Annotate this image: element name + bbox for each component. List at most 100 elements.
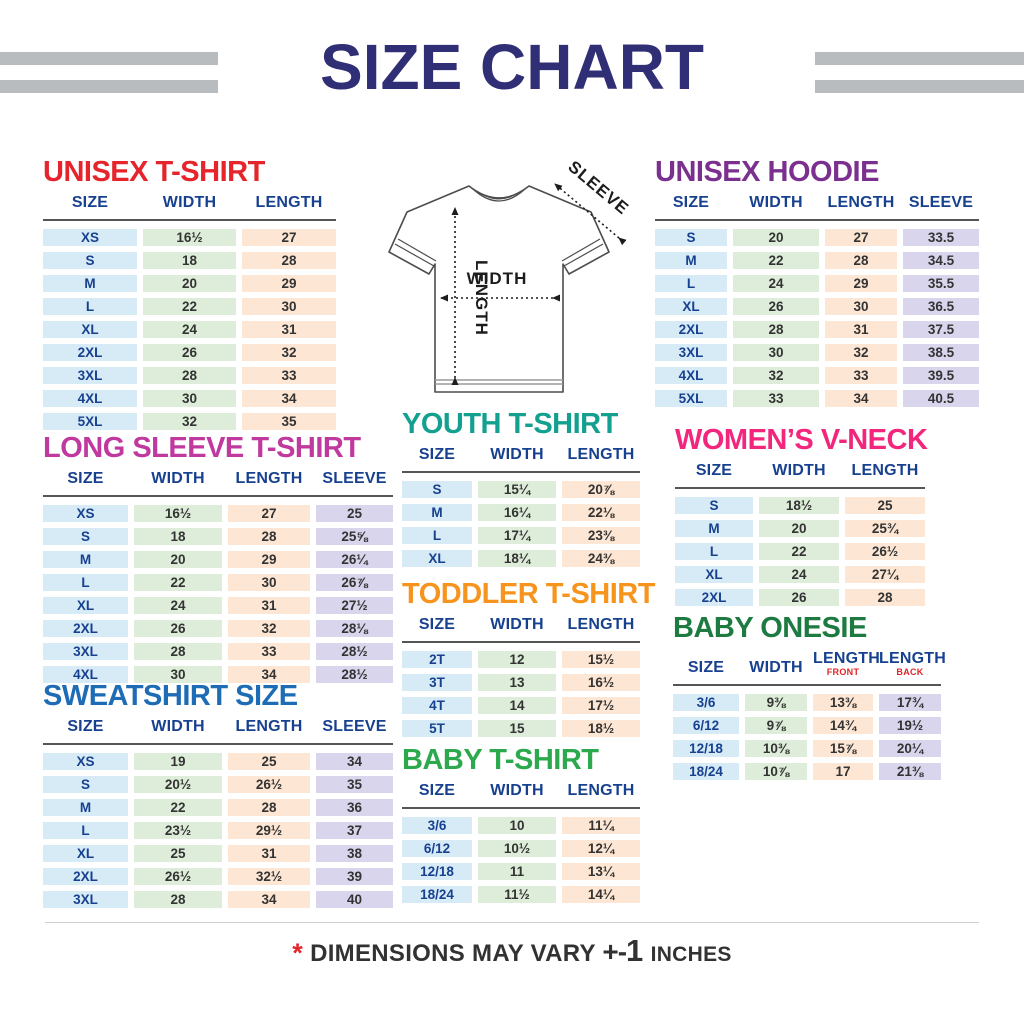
footer-amount: 1 bbox=[626, 933, 644, 968]
baby-tshirt-row-size: 3/6 bbox=[402, 817, 472, 834]
sweatshirt-cell-length: 26½ bbox=[228, 776, 310, 793]
unisex-hoodie-cell-sleeve: 33.5 bbox=[903, 229, 979, 246]
womens-vneck-section: WOMEN’S V-NECK SIZE WIDTH LENGTH S 18½ 25 M 20 25… bbox=[675, 424, 928, 606]
long-sleeve-tshirt-section: LONG SLEEVE T-SHIRT SIZE WIDTH LENGTH SLEEVE… bbox=[43, 432, 393, 683]
unisex-hoodie-cell-width: 22 bbox=[733, 252, 819, 269]
sweatshirt-cell-width: 19 bbox=[134, 753, 222, 770]
sweatshirt-cell-sleeve: 35 bbox=[316, 776, 393, 793]
youth-tshirt-cell-width: 18¼ bbox=[478, 550, 556, 567]
youth-tshirt-row-size: L bbox=[402, 527, 472, 544]
womens-vneck-cell-length: 25¾ bbox=[845, 520, 925, 537]
unisex-hoodie-cell-length: 32 bbox=[825, 344, 897, 361]
footer-unit: INCHES bbox=[650, 943, 732, 966]
toddler-tshirt-title: TODDLER T-SHIRT bbox=[402, 578, 655, 610]
baby-onesie-row-size: 12/18 bbox=[673, 740, 739, 757]
long-sleeve-tshirt-cell-width: 28 bbox=[134, 643, 222, 660]
unisex-hoodie-cell-sleeve: 36.5 bbox=[903, 298, 979, 315]
unisex-tshirt-cell-width: 28 bbox=[143, 367, 236, 384]
long-sleeve-tshirt-cell-length: 31 bbox=[228, 597, 310, 614]
long-sleeve-tshirt-cell-length: 27 bbox=[228, 505, 310, 522]
sweatshirt-row-size: L bbox=[43, 822, 128, 839]
long-sleeve-tshirt-row-size: XL bbox=[43, 597, 128, 614]
unisex-tshirt-row-size: L bbox=[43, 298, 137, 315]
womens-vneck-row-size: L bbox=[675, 543, 753, 560]
sleeve-cuff-left bbox=[394, 238, 437, 267]
sweatshirt-row-size: XS bbox=[43, 753, 128, 770]
sleeve-arrow bbox=[554, 183, 627, 246]
long-sleeve-tshirt-cell-width: 22 bbox=[134, 574, 222, 591]
baby-tshirt-header-length: LENGTH bbox=[567, 782, 635, 799]
tshirt-outline bbox=[388, 185, 610, 393]
unisex-tshirt-cell-width: 30 bbox=[143, 390, 236, 407]
unisex-tshirt-cell-length: 31 bbox=[242, 321, 336, 338]
baby-onesie-cell-length-front: 14¾ bbox=[813, 717, 873, 734]
long-sleeve-tshirt-table: SIZE WIDTH LENGTH SLEEVE XS 16½ 27 25 S 18 28 25⅝ M 2… bbox=[43, 470, 393, 683]
youth-tshirt-cell-width: 16¼ bbox=[478, 504, 556, 521]
collar-rib-line bbox=[476, 190, 522, 200]
baby-tshirt-cell-width: 10½ bbox=[478, 840, 556, 857]
unisex-hoodie-cell-length: 34 bbox=[825, 390, 897, 407]
sweatshirt-cell-sleeve: 36 bbox=[316, 799, 393, 816]
tshirt-diagram: WIDTH LENGTH SLEEVE bbox=[381, 150, 641, 402]
unisex-hoodie-row-size: M bbox=[655, 252, 727, 269]
long-sleeve-tshirt-cell-length: 34 bbox=[228, 666, 310, 683]
long-sleeve-tshirt-header-width: WIDTH bbox=[151, 470, 205, 487]
unisex-hoodie-cell-sleeve: 39.5 bbox=[903, 367, 979, 384]
unisex-tshirt-cell-length: 34 bbox=[242, 390, 336, 407]
baby-tshirt-cell-length: 13¼ bbox=[562, 863, 640, 880]
unisex-hoodie-header-length: LENGTH bbox=[827, 194, 895, 211]
youth-tshirt-cell-width: 17¼ bbox=[478, 527, 556, 544]
unisex-tshirt-cell-length: 28 bbox=[242, 252, 336, 269]
long-sleeve-tshirt-cell-width: 18 bbox=[134, 528, 222, 545]
womens-vneck-cell-width: 20 bbox=[759, 520, 839, 537]
sweatshirt-cell-width: 28 bbox=[134, 891, 222, 908]
unisex-hoodie-row-size: 3XL bbox=[655, 344, 727, 361]
womens-vneck-cell-width: 24 bbox=[759, 566, 839, 583]
sweatshirt-row-size: 3XL bbox=[43, 891, 128, 908]
womens-vneck-row-size: S bbox=[675, 497, 753, 514]
unisex-hoodie-header-size: SIZE bbox=[672, 194, 710, 211]
unisex-tshirt-row-size: 4XL bbox=[43, 390, 137, 407]
unisex-tshirt-row-size: 2XL bbox=[43, 344, 137, 361]
baby-onesie-cell-width: 9⅞ bbox=[745, 717, 807, 734]
unisex-hoodie-cell-sleeve: 35.5 bbox=[903, 275, 979, 292]
womens-vneck-cell-length: 27¼ bbox=[845, 566, 925, 583]
unisex-tshirt-cell-length: 30 bbox=[242, 298, 336, 315]
baby-tshirt-row-size: 6/12 bbox=[402, 840, 472, 857]
womens-vneck-table: SIZE WIDTH LENGTH S 18½ 25 M 20 25¾ L 22 26½ XL 24 27¼… bbox=[675, 462, 927, 606]
unisex-hoodie-header-width: WIDTH bbox=[749, 194, 803, 211]
womens-vneck-header-rule bbox=[675, 487, 925, 489]
sweatshirt-cell-sleeve: 34 bbox=[316, 753, 393, 770]
unisex-hoodie-cell-length: 30 bbox=[825, 298, 897, 315]
diagram-width-label: WIDTH bbox=[467, 269, 528, 288]
womens-vneck-cell-length: 28 bbox=[845, 589, 925, 606]
long-sleeve-tshirt-cell-sleeve: 27½ bbox=[316, 597, 393, 614]
long-sleeve-tshirt-header-rule bbox=[43, 495, 393, 497]
toddler-tshirt-cell-length: 17½ bbox=[562, 697, 640, 714]
header-stripe-left-bottom bbox=[0, 80, 218, 93]
womens-vneck-row-size: M bbox=[675, 520, 753, 537]
header-stripe-right-bottom bbox=[815, 80, 1024, 93]
womens-vneck-row-size: 2XL bbox=[675, 589, 753, 606]
baby-tshirt-row-size: 12/18 bbox=[402, 863, 472, 880]
unisex-tshirt-header-size: SIZE bbox=[71, 194, 109, 211]
youth-tshirt-cell-width: 15¼ bbox=[478, 481, 556, 498]
unisex-tshirt-header-length: LENGTH bbox=[255, 194, 323, 211]
baby-onesie-cell-width: 9⅜ bbox=[745, 694, 807, 711]
unisex-tshirt-cell-length: 29 bbox=[242, 275, 336, 292]
baby-onesie-row-size: 18/24 bbox=[673, 763, 739, 780]
unisex-tshirt-table: SIZE WIDTH LENGTH XS 16½ 27 S 18 28 M 20 29 L 22 30 XL 2… bbox=[43, 194, 336, 430]
toddler-tshirt-cell-length: 15½ bbox=[562, 651, 640, 668]
unisex-tshirt-cell-length: 35 bbox=[242, 413, 336, 430]
baby-onesie-title: BABY ONESIE bbox=[673, 612, 867, 644]
toddler-tshirt-header-rule bbox=[402, 641, 640, 643]
baby-onesie-header-width: WIDTH bbox=[749, 659, 803, 676]
unisex-tshirt-cell-width: 16½ bbox=[143, 229, 236, 246]
toddler-tshirt-cell-width: 13 bbox=[478, 674, 556, 691]
youth-tshirt-header-rule bbox=[402, 471, 640, 473]
unisex-tshirt-title: UNISEX T-SHIRT bbox=[43, 156, 265, 188]
sweatshirt-title: SWEATSHIRT SIZE bbox=[43, 680, 298, 712]
sweatshirt-cell-length: 34 bbox=[228, 891, 310, 908]
baby-tshirt-row-size: 18/24 bbox=[402, 886, 472, 903]
